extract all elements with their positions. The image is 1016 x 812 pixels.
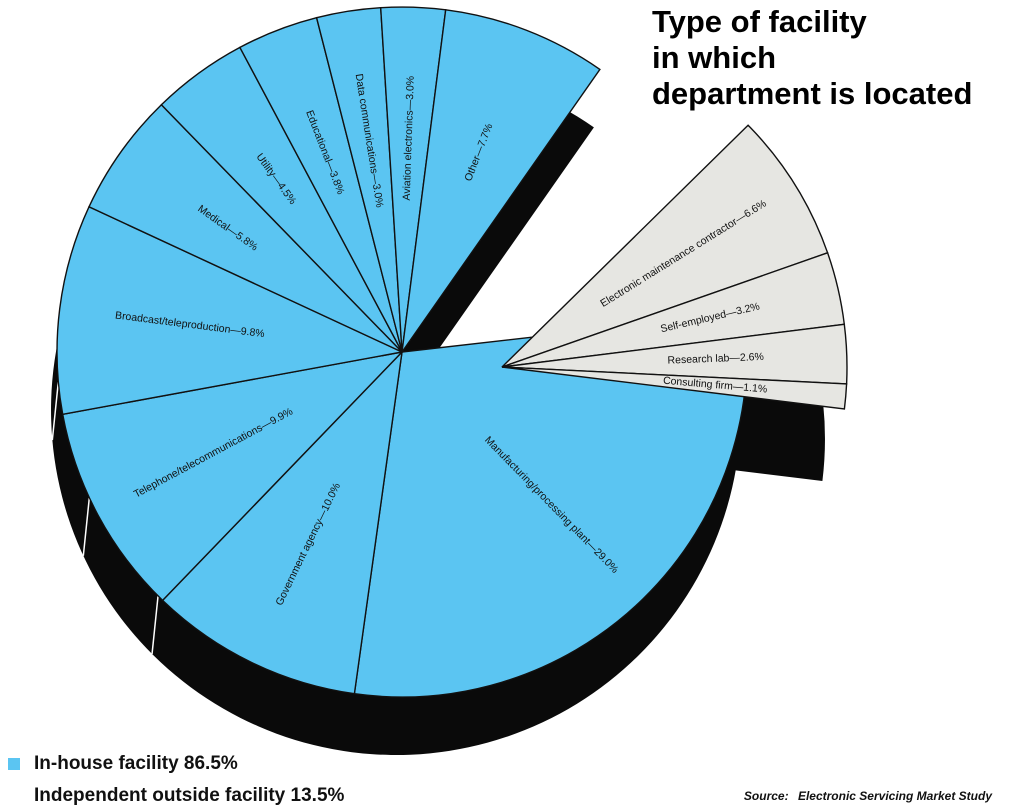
pie-slice-other — [401, 9, 601, 353]
depth-edge-line — [151, 595, 159, 655]
chart-title-line-1: Type of facility — [652, 4, 867, 39]
pie-slice-telephone-telecommunications — [61, 350, 405, 602]
source-value: Electronic Servicing Market Study — [797, 789, 992, 803]
chart-title-line-3: department is located — [652, 76, 973, 111]
chart-title-line-2: in which — [652, 40, 776, 75]
pie-slice-electronic-maintenance-contractor — [501, 124, 829, 368]
legend-item-in-house: In-house facility 86.5% — [8, 748, 344, 780]
legend-label-independent: Independent outside facility 13.5% — [34, 785, 345, 806]
pie-slice-medical — [88, 103, 403, 353]
pie-slices — [56, 6, 848, 698]
legend-item-independent: Independent outside facility 13.5% — [8, 780, 344, 812]
legend: In-house facility 86.5% Independent outs… — [8, 748, 344, 812]
pie-slice-broadcast-teleproduction — [56, 205, 405, 416]
chart-title: Type of facility in which department is … — [652, 4, 972, 112]
pie-slice-consulting-firm — [501, 366, 848, 410]
pie-label-research-lab: Research lab—2.6% — [667, 351, 764, 367]
legend-swatch-in-house — [8, 758, 20, 770]
source-label: Source: — [743, 789, 789, 803]
legend-swatch-independent — [8, 790, 20, 802]
legend-label-in-house: In-house facility 86.5% — [34, 753, 238, 774]
depth-edge-line — [51, 381, 60, 441]
pie-slice-government-agency — [161, 349, 403, 695]
depth-edge-line — [82, 497, 91, 556]
source-note: Source: Electronic Servicing Market Stud… — [744, 789, 992, 803]
pie-label-aviation-electronics: Aviation electronics—3.0% — [401, 76, 417, 201]
